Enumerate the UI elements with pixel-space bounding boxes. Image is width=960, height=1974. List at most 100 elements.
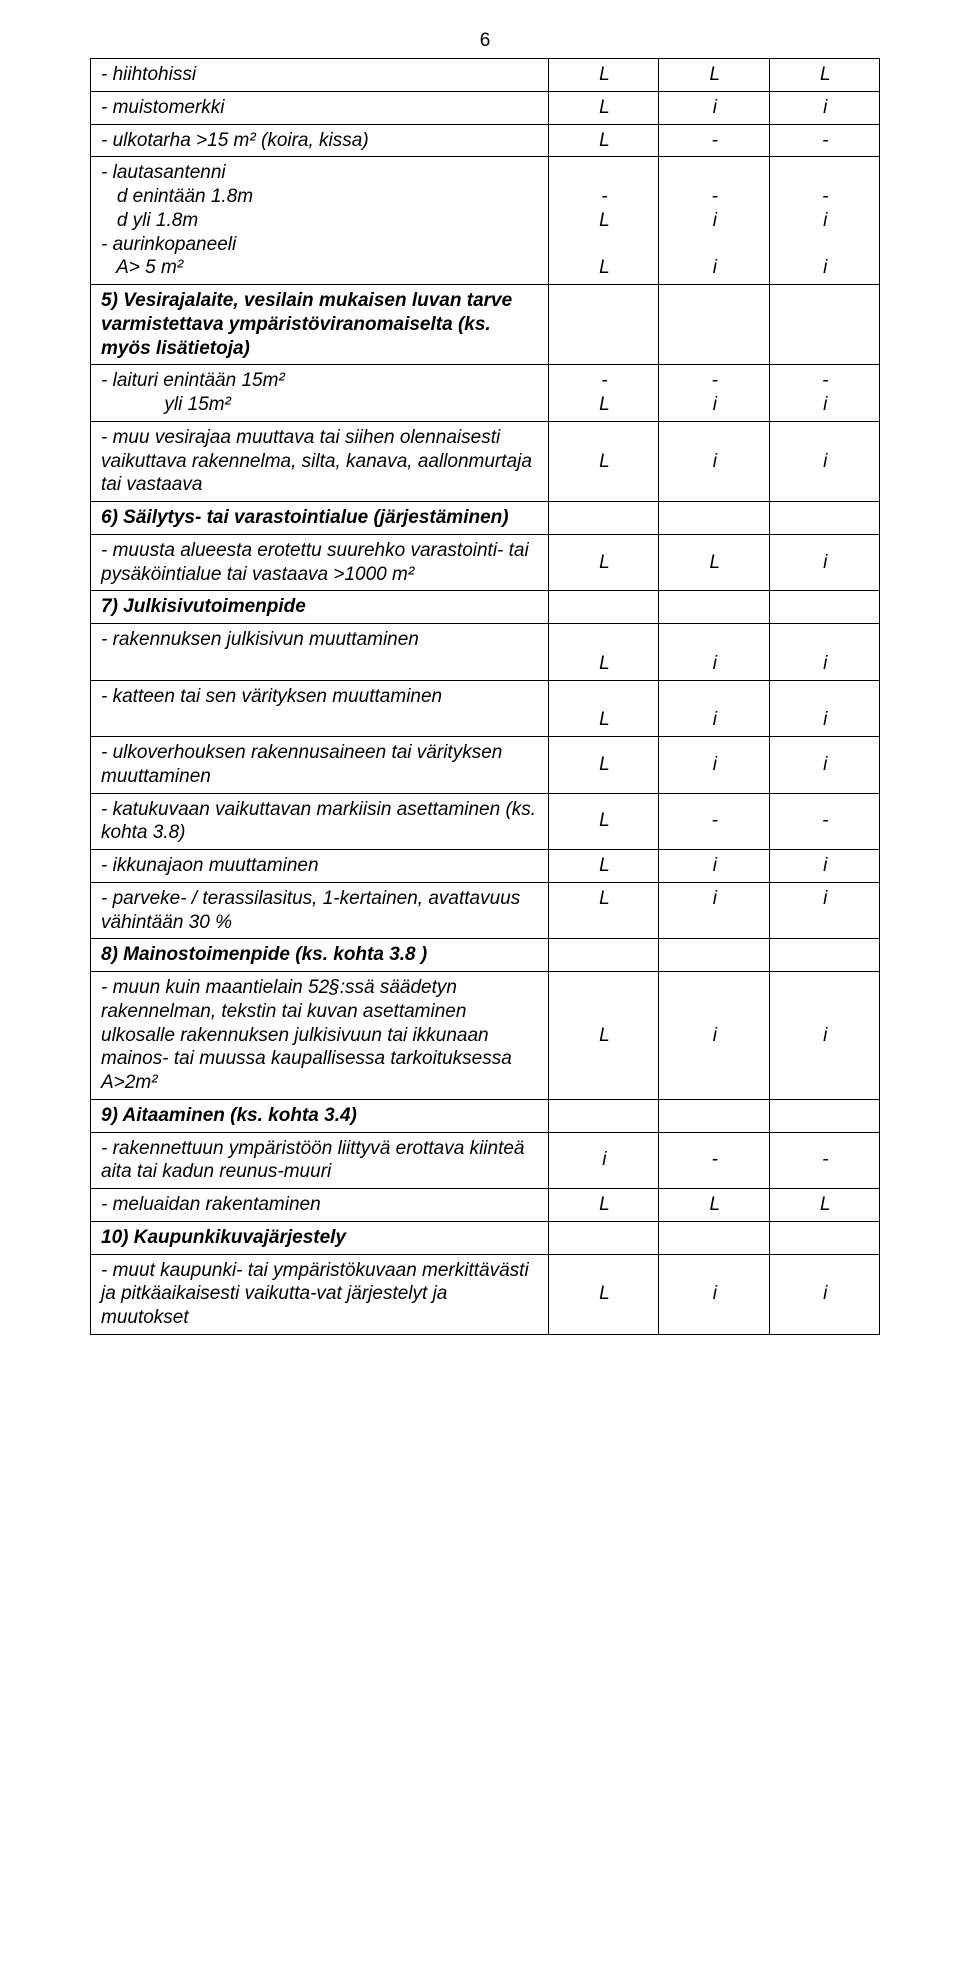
value-cell: -i (659, 365, 769, 422)
value-cell: -L L (548, 157, 658, 285)
heading-text: 5) Vesirajalaite, vesilain mukaisen luva… (101, 290, 512, 359)
value-text: L (559, 129, 650, 153)
label-text: - ulkoverhouksen rakennusaineen tai väri… (101, 741, 540, 789)
label-cell: - muun kuin maantielain 52§:ssä säädetyn… (91, 972, 549, 1100)
label-text: - muun kuin maantielain 52§:ssä säädetyn… (101, 976, 540, 1095)
spacer (559, 628, 650, 652)
table-row: 8) Mainostoimenpide (ks. kohta 3.8 ) (91, 939, 880, 972)
value-cell: i (659, 421, 769, 501)
row-heading: 10) Kaupunkikuvajärjestely (91, 1221, 549, 1254)
value-cell: - (659, 124, 769, 157)
label-text: - ikkunajaon muuttaminen (101, 854, 540, 878)
value-text: L (559, 753, 650, 777)
row-heading: 5) Vesirajalaite, vesilain mukaisen luva… (91, 285, 549, 365)
value-text: i (780, 450, 871, 474)
label-line: - lautasantenni (101, 161, 540, 185)
value-cell: L (548, 850, 658, 883)
value-text: i (669, 753, 760, 777)
table-row: - rakennuksen julkisivun muuttaminen L i… (91, 624, 880, 681)
value-cell (548, 285, 658, 365)
value-cell: L (548, 882, 658, 939)
value-text: L (780, 1193, 871, 1217)
value-text: L (559, 854, 650, 878)
value-text: i (780, 1024, 871, 1048)
value-text: L (559, 652, 650, 676)
row-heading: 9) Aitaaminen (ks. kohta 3.4) (91, 1099, 549, 1132)
value-text: L (559, 450, 650, 474)
value-cell (769, 1221, 879, 1254)
value-text: i (780, 96, 871, 120)
table-row: - parveke- / terassilasitus, 1-kertainen… (91, 882, 880, 939)
table-row: - lautasantenni d enintään 1.8m d yli 1.… (91, 157, 880, 285)
value-text: i (669, 854, 760, 878)
value-cell (659, 939, 769, 972)
label-line: d enintään 1.8m (101, 185, 540, 209)
value-cell: -i (769, 365, 879, 422)
value-cell: i (769, 624, 879, 681)
value-line: i (669, 393, 760, 417)
table-row: - muut kaupunki- tai ympäristökuvaan mer… (91, 1254, 880, 1334)
label-cell: - katteen tai sen värityksen muuttaminen (91, 680, 549, 737)
value-cell: - (769, 793, 879, 850)
spacer (780, 685, 871, 709)
value-text: - (780, 809, 871, 833)
heading-text: 9) Aitaaminen (ks. kohta 3.4) (101, 1105, 357, 1126)
value-cell: i (659, 737, 769, 794)
value-text: L (559, 551, 650, 575)
value-cell: L (659, 1189, 769, 1222)
value-text: L (669, 63, 760, 87)
table-row: - muun kuin maantielain 52§:ssä säädetyn… (91, 972, 880, 1100)
value-cell: i (769, 882, 879, 939)
value-line (669, 233, 760, 257)
label-cell: - ulkoverhouksen rakennusaineen tai väri… (91, 737, 549, 794)
row-heading: 7) Julkisivutoimenpide (91, 591, 549, 624)
value-cell (769, 939, 879, 972)
value-cell: -i i (659, 157, 769, 285)
value-cell: - (769, 124, 879, 157)
row-heading: 8) Mainostoimenpide (ks. kohta 3.8 ) (91, 939, 549, 972)
value-text: L (559, 63, 650, 87)
value-text: L (559, 1282, 650, 1306)
value-cell: L (769, 1189, 879, 1222)
label-text: - meluaidan rakentaminen (101, 1193, 540, 1217)
value-text: - (780, 1148, 871, 1172)
value-cell: L (548, 421, 658, 501)
value-text: i (669, 887, 760, 911)
value-line: - (559, 185, 650, 209)
value-text: i (780, 551, 871, 575)
value-line: i (669, 209, 760, 233)
label-cell: - rakennuksen julkisivun muuttaminen (91, 624, 549, 681)
table-row: 10) Kaupunkikuvajärjestely (91, 1221, 880, 1254)
value-line (559, 233, 650, 257)
value-line: i (669, 256, 760, 280)
spacer (669, 628, 760, 652)
table-row: - muusta alueesta erotettu suurehko vara… (91, 534, 880, 591)
label-text: - katteen tai sen värityksen muuttaminen (101, 685, 540, 709)
page-number: 6 (90, 30, 880, 52)
table-row: - laituri enintään 15m² yli 15m²-L-i-i (91, 365, 880, 422)
table-row: - hiihtohissiLLL (91, 59, 880, 92)
value-text: i (669, 450, 760, 474)
value-text: - (669, 809, 760, 833)
value-cell: L (548, 624, 658, 681)
value-line: i (780, 393, 871, 417)
value-cell: L (548, 793, 658, 850)
label-cell: - ikkunajaon muuttaminen (91, 850, 549, 883)
value-cell: i (659, 680, 769, 737)
label-line: - laituri enintään 15m² (101, 369, 540, 393)
value-cell: i (769, 972, 879, 1100)
value-cell (659, 285, 769, 365)
value-cell: L (769, 59, 879, 92)
value-line: - (780, 185, 871, 209)
spacer (780, 628, 871, 652)
value-line (780, 233, 871, 257)
heading-text: 7) Julkisivutoimenpide (101, 596, 306, 617)
value-text: L (559, 1193, 650, 1217)
label-text: - hiihtohissi (101, 63, 540, 87)
label-cell: - katukuvaan vaikuttavan markiisin asett… (91, 793, 549, 850)
value-cell (548, 1099, 658, 1132)
value-text: i (780, 652, 871, 676)
label-text: - muut kaupunki- tai ympäristökuvaan mer… (101, 1259, 540, 1330)
value-line: L (559, 393, 650, 417)
value-cell: L (548, 91, 658, 124)
